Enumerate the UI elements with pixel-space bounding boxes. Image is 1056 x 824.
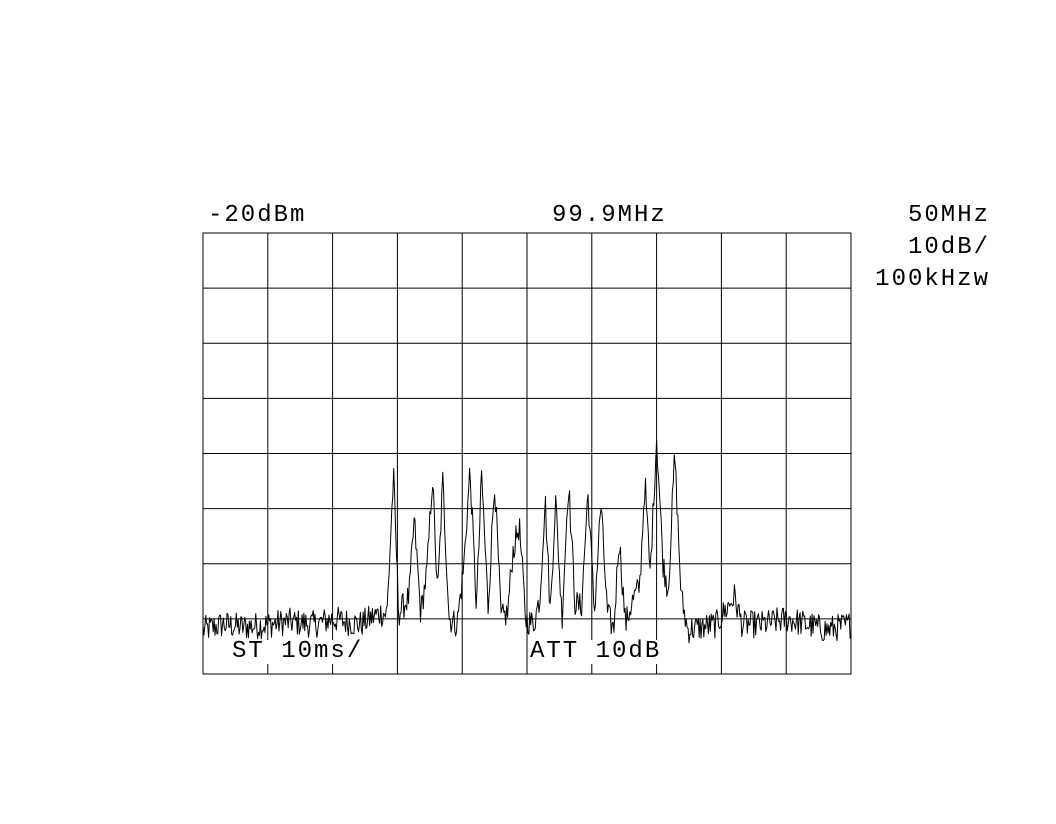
spectrum-trace-group xyxy=(202,439,851,644)
span-readout: 50MHz xyxy=(907,202,990,229)
scale-readout: 10dB/ xyxy=(907,234,990,261)
reference-level-readout: -20dBm xyxy=(208,202,307,229)
center-frequency-readout: 99.9MHz xyxy=(552,202,667,229)
sweep-time-readout: ST 10ms/ xyxy=(230,638,366,665)
spectrum-trace-line xyxy=(202,439,851,644)
attenuation-readout: ATT 10dB xyxy=(528,638,664,665)
graticule xyxy=(202,232,852,675)
resolution-bandwidth-readout: 100kHzw xyxy=(875,266,990,293)
